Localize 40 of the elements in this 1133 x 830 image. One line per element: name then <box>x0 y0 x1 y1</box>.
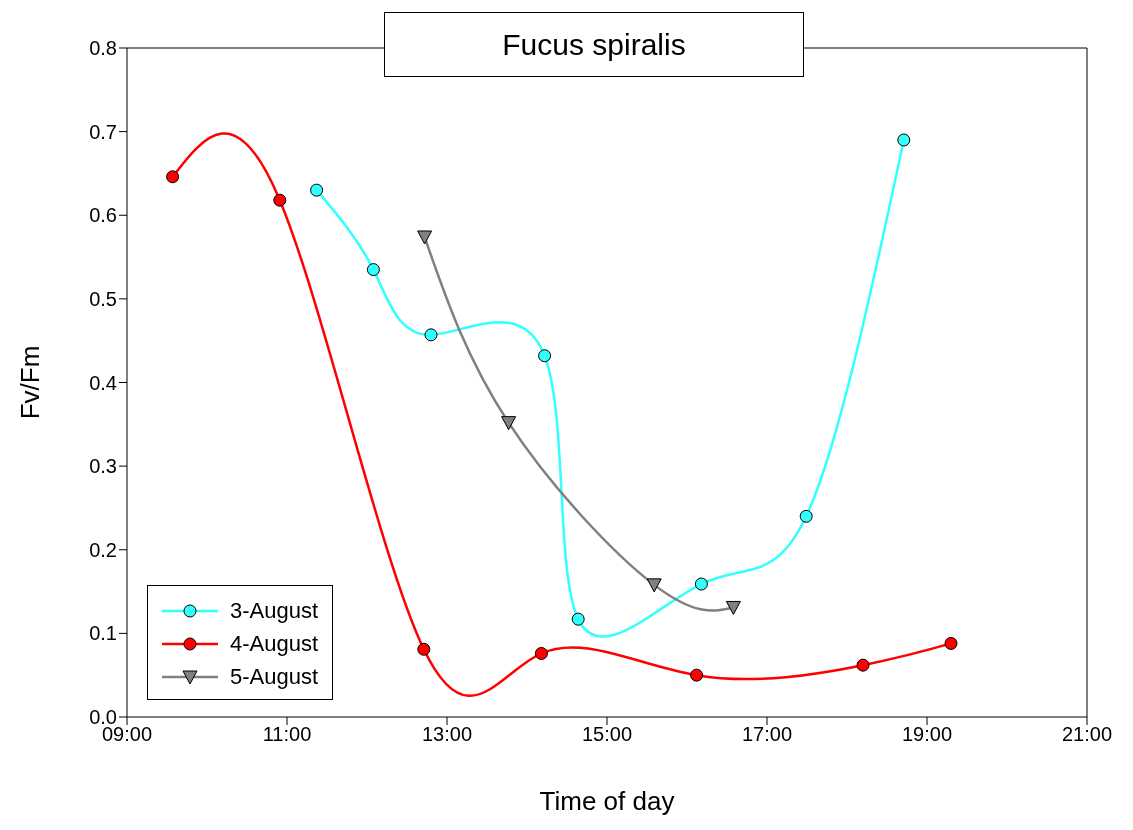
chart-title: Fucus spiralis <box>502 27 686 62</box>
y-tick-label: 0.1 <box>89 622 117 645</box>
point <box>273 193 287 207</box>
x-tick-label: 15:00 <box>581 723 633 746</box>
point <box>366 263 380 277</box>
point <box>897 133 911 147</box>
point <box>571 612 585 626</box>
y-tick-label: 0.5 <box>89 287 117 310</box>
x-tick-label: 13:00 <box>421 723 473 746</box>
point <box>417 230 433 245</box>
x-tick-label: 21:00 <box>1061 723 1113 746</box>
x-tick-label: 11:00 <box>262 723 312 746</box>
legend-label: 3-August <box>230 597 319 624</box>
point <box>646 578 662 593</box>
point <box>424 328 438 342</box>
legend-label: 4-August <box>230 630 319 657</box>
point <box>534 646 548 660</box>
point <box>417 642 431 656</box>
y-tick-label: 0.3 <box>89 455 117 478</box>
point <box>944 636 958 650</box>
point <box>310 183 324 197</box>
point <box>690 668 704 682</box>
y-tick-label: 0.2 <box>89 538 117 561</box>
y-tick-label: 0.4 <box>89 371 117 394</box>
y-tick-label: 0.8 <box>89 37 117 60</box>
legend-label: 5-August <box>230 663 319 690</box>
x-tick-label: 17:00 <box>741 723 793 746</box>
point <box>799 509 813 523</box>
point <box>694 577 708 591</box>
point <box>166 170 180 184</box>
point <box>856 658 870 672</box>
point <box>725 600 741 615</box>
x-tick-label: 19:00 <box>901 723 953 746</box>
point <box>538 349 552 363</box>
y-tick-label: 0.6 <box>89 204 117 227</box>
y-tick-label: 0.7 <box>89 120 117 143</box>
x-axis-title: Time of day <box>539 786 675 816</box>
point <box>501 416 517 431</box>
y-axis-title: Fv/Fm <box>15 345 46 420</box>
x-tick-label: 09:00 <box>101 723 153 746</box>
